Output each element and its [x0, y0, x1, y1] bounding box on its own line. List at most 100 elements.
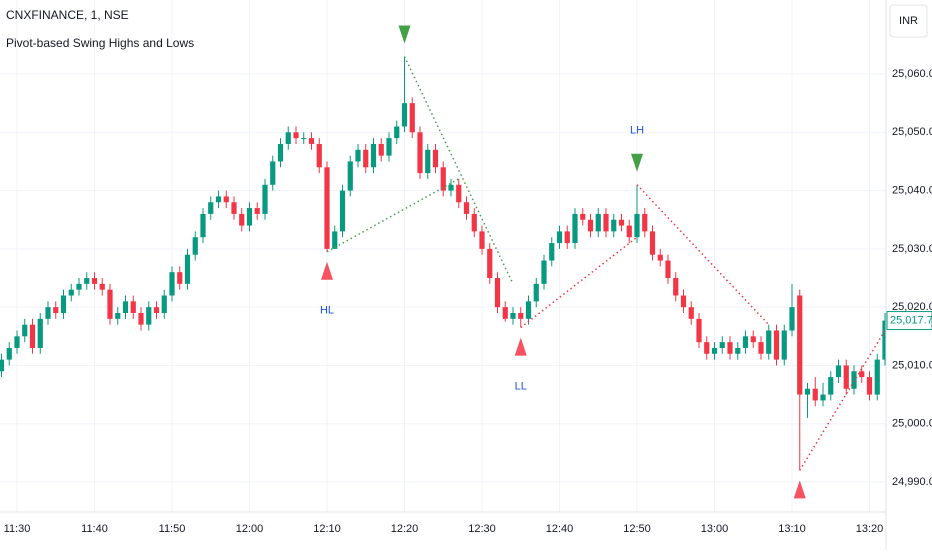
candle-body	[177, 272, 183, 284]
candle-body	[463, 202, 470, 214]
candle-body	[587, 219, 594, 232]
candle-body	[742, 336, 749, 348]
candle-body	[673, 278, 679, 296]
candle-body	[347, 161, 353, 191]
candle-body	[316, 143, 322, 168]
y-tick-label: 25,060.00	[892, 68, 932, 80]
candle-body	[417, 132, 423, 174]
candle-body	[262, 184, 268, 214]
candle-body	[866, 377, 873, 395]
candle-body	[680, 295, 687, 308]
x-tick-label: 11:50	[159, 523, 186, 535]
x-tick-label: 12:40	[546, 523, 574, 535]
candle-body	[804, 388, 811, 395]
chart-title: CNXFINANCE, 1, NSE	[6, 8, 129, 22]
x-tick-label: 11:30	[4, 523, 31, 535]
last-price-box	[886, 311, 932, 331]
candle-body	[184, 254, 191, 284]
candle-body	[0, 359, 5, 372]
swing-high-marker	[398, 25, 411, 44]
swing-low-marker	[321, 261, 333, 280]
candle-body	[882, 320, 886, 360]
candle-body	[60, 295, 67, 313]
candle-body	[68, 289, 74, 296]
candle-body	[828, 377, 834, 395]
candle-body	[595, 213, 601, 232]
candle-body	[107, 289, 113, 319]
candle-body	[425, 149, 431, 174]
candle-body	[471, 213, 477, 232]
x-tick-label: 12:00	[236, 523, 264, 535]
candle-body	[84, 278, 90, 284]
candle-body	[332, 231, 338, 249]
candle-body	[169, 272, 175, 296]
candle-body	[665, 260, 671, 279]
candle-body	[270, 161, 276, 185]
candle-body	[820, 394, 826, 401]
candle-body	[456, 184, 462, 203]
candle-body	[370, 143, 377, 168]
candle-body	[525, 301, 532, 319]
currency-button[interactable]	[889, 4, 928, 38]
candle-body	[735, 347, 741, 354]
candle-body	[76, 283, 82, 290]
candle-body	[45, 307, 51, 319]
candle-body	[789, 307, 795, 331]
candle-body	[432, 149, 439, 168]
candle-body	[549, 243, 555, 261]
candle-body	[14, 336, 20, 348]
candle-body	[277, 143, 284, 162]
candle-body	[603, 213, 609, 232]
candle-body	[22, 324, 28, 337]
candle-body	[239, 213, 245, 226]
candle-body	[409, 103, 415, 133]
candle-body	[704, 342, 710, 354]
candle-body	[835, 365, 842, 378]
candle-body	[874, 359, 880, 395]
candle-body	[324, 167, 330, 249]
swing-label: LH	[630, 125, 644, 137]
candle-body	[386, 138, 392, 156]
candle-body	[533, 283, 539, 302]
x-tick-label: 11:40	[81, 523, 108, 535]
x-tick-label: 13:20	[856, 523, 884, 535]
candle-body	[293, 132, 299, 139]
swing-low-marker	[514, 337, 527, 356]
pivot-line	[520, 236, 638, 329]
y-tick-label: 24,990.00	[892, 476, 932, 488]
candle-body	[401, 103, 408, 127]
currency-label[interactable]: INR	[899, 15, 918, 27]
candle-body	[649, 231, 656, 255]
candle-body	[626, 225, 632, 238]
candle-body	[502, 307, 508, 319]
candle-body	[138, 312, 144, 325]
candle-body	[53, 307, 59, 313]
candle-body	[215, 196, 222, 203]
candle-body	[479, 231, 485, 249]
x-tick-label: 12:10	[313, 523, 341, 535]
x-tick-label: 13:10	[778, 523, 806, 535]
candle-body	[440, 167, 446, 191]
candle-body	[812, 388, 818, 401]
candle-body	[758, 342, 764, 354]
candle-body	[29, 324, 36, 348]
candle-body	[766, 330, 772, 354]
swing-label: LL	[515, 380, 527, 392]
candle-body	[246, 208, 253, 226]
candle-body	[750, 336, 756, 343]
candle-body	[611, 219, 617, 232]
last-price-label: 25,017.70	[890, 314, 932, 326]
candle-body	[688, 307, 694, 319]
pivot-line	[799, 330, 886, 471]
candle-body	[37, 318, 43, 348]
grid	[0, 0, 886, 512]
candle-body	[394, 126, 400, 139]
candle-body	[518, 312, 524, 319]
y-tick-label: 25,030.00	[892, 243, 932, 255]
x-tick-label: 13:00	[701, 523, 729, 535]
candle-body	[657, 254, 663, 261]
candle-body	[285, 132, 291, 144]
candle-body	[363, 149, 369, 168]
y-tick-label: 25,000.00	[892, 418, 932, 430]
